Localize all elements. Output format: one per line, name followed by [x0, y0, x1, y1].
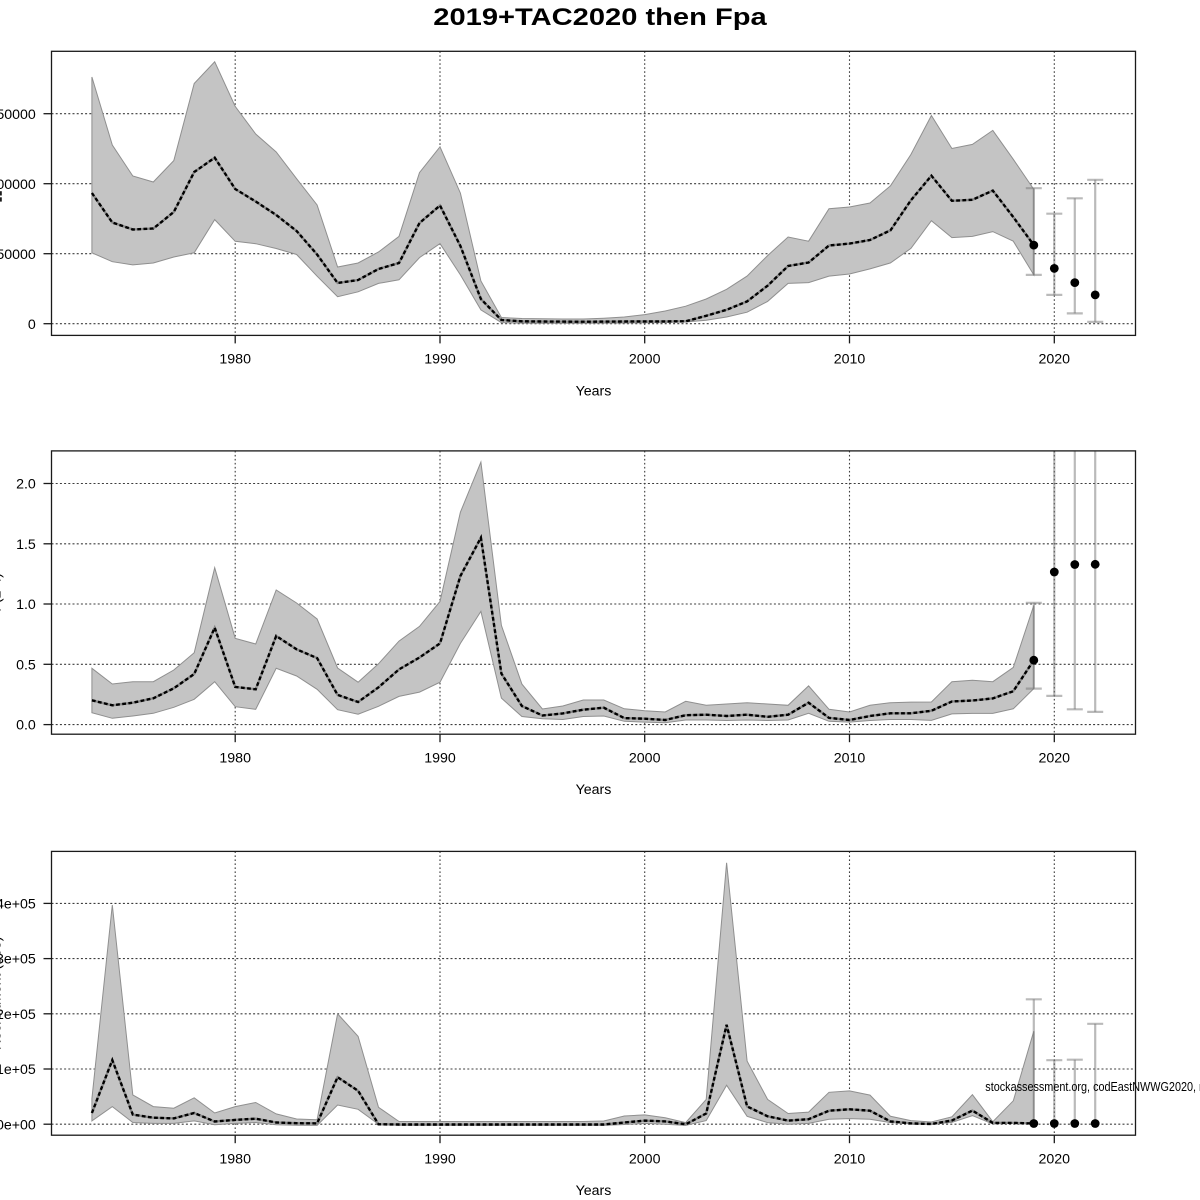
svg-text:2010: 2010 [834, 1151, 866, 1167]
svg-text:1.5: 1.5 [16, 537, 36, 553]
svg-text:0: 0 [28, 317, 36, 333]
svg-text:150000: 150000 [0, 107, 36, 123]
svg-text:1980: 1980 [219, 352, 251, 368]
svg-text:Years: Years [576, 782, 612, 798]
svg-text:2000: 2000 [629, 1151, 661, 1167]
svg-text:1990: 1990 [424, 750, 456, 766]
svg-text:1980: 1980 [219, 1151, 251, 1167]
svg-text:Years: Years [576, 1183, 612, 1199]
svg-text:2.0: 2.0 [16, 477, 36, 493]
svg-text:50000: 50000 [0, 247, 36, 263]
svg-text:F(2-4): F(2-4) [0, 573, 4, 612]
svg-text:1.0: 1.0 [16, 597, 36, 613]
svg-text:2020: 2020 [1039, 352, 1071, 368]
svg-text:3e+05: 3e+05 [0, 952, 36, 968]
svg-text:2019+TAC2020 then Fpa: 2019+TAC2020 then Fpa [433, 4, 767, 31]
svg-text:1990: 1990 [424, 1151, 456, 1167]
svg-text:1980: 1980 [219, 750, 251, 766]
svg-text:2010: 2010 [834, 352, 866, 368]
svg-text:Recruitment (1e3): Recruitment (1e3) [0, 937, 5, 1051]
svg-text:100000: 100000 [0, 177, 36, 193]
svg-text:2020: 2020 [1039, 750, 1071, 766]
svg-text:4e+05: 4e+05 [0, 897, 36, 913]
svg-text:1e+05: 1e+05 [0, 1062, 36, 1078]
svg-text:1990: 1990 [424, 352, 456, 368]
svg-text:Years: Years [576, 383, 612, 399]
svg-text:0e+00: 0e+00 [0, 1117, 36, 1133]
svg-text:2020: 2020 [1039, 1151, 1071, 1167]
svg-text:2010: 2010 [834, 750, 866, 766]
svg-text:2000: 2000 [629, 352, 661, 368]
svg-text:0.5: 0.5 [16, 657, 36, 673]
svg-text:stockassessment.org, codEastNW: stockassessment.org, codEastNWWG2020, ru… [985, 1079, 1200, 1094]
svg-text:0.0: 0.0 [16, 718, 36, 734]
svg-text:2e+05: 2e+05 [0, 1007, 36, 1023]
svg-text:2000: 2000 [629, 750, 661, 766]
